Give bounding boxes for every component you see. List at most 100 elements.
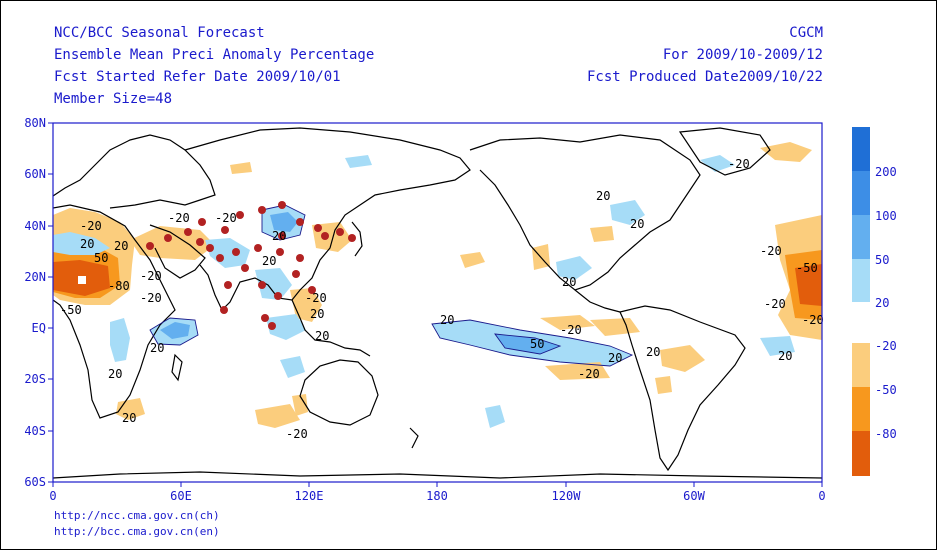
contour-label: -50 [60,303,82,317]
contour-label: 20 [108,367,122,381]
lat-label-20s: 20S [24,372,46,386]
footer-urls: http://ncc.cma.gov.cn(ch) http://bcc.cma… [54,508,220,540]
contour-africa-east [149,317,199,346]
lon-label-120e: 120E [295,489,324,503]
contour-label: 20 [310,307,324,321]
contour-label: 50 [94,251,108,265]
legend-swatch-50 [852,215,870,259]
dry-region-south-pacific [545,362,610,380]
station-dot [261,314,269,322]
station-dot [232,248,240,256]
contour-pacific-50 [494,333,562,355]
lon-label-0: 0 [49,489,56,503]
dry-region-north-pacific [460,252,485,268]
dry-region-south-america-south [655,376,672,394]
contour-label: -20 [215,211,237,225]
legend-label-neg50: -50 [875,383,897,397]
legend-dry-labels: -20 -50 -80 [875,339,897,441]
contour-label: 20 [272,229,286,243]
legend-dry: -20 -50 -80 [852,339,897,476]
legend-swatch-20 [852,259,870,302]
dry-region-middle-east [130,226,215,260]
url-ch[interactable]: http://ncc.cma.gov.cn(ch) [54,509,220,522]
station-dot [278,201,286,209]
legend-swatch-100 [852,171,870,215]
lat-label-40n: 40N [24,219,46,233]
contour-label: 20 [315,329,329,343]
station-dot [254,244,262,252]
contour-label: 50 [530,337,544,351]
coast-south-america [619,305,746,472]
contour-label: 20 [562,275,576,289]
dry-region-south-america [660,345,705,372]
station-dot [296,218,304,226]
station-dot [184,228,192,236]
lon-label-60e: 60E [170,489,192,503]
lat-label-20n: 20N [24,270,46,284]
header-member-size: Member Size=48 [54,91,173,107]
wet-region-africa-central [110,318,130,362]
legend-swatch-neg50 [852,387,870,431]
wet-region-brazil [760,336,795,356]
contour-labels: -20 -20 20 20 50 -80 -50 -20 20 20 20 20… [60,157,824,441]
coast-europe [53,134,216,209]
wet-region-south-pacific [485,405,505,428]
contour-label: -20 [560,323,582,337]
legend-label-neg80: -80 [875,427,897,441]
url-en[interactable]: http://bcc.cma.gov.cn(en) [54,525,220,538]
coast-new-zealand [409,427,419,449]
lon-labels: 0 60E 120E 180 120W 60W 0 [49,489,825,503]
legend-swatch-200 [852,127,870,171]
dry-region-atlantic-core [795,264,822,306]
wet-region-central-asia-core [270,212,298,232]
contour-label: -20 [305,291,327,305]
header-title: NCC/BCC Seasonal Forecast [54,25,265,41]
dry-region-north-america-east [590,226,614,242]
header-right: CGCM For 2009/10-2009/12 Fcst Produced D… [587,22,823,88]
legend-wet-labels: 200 100 50 20 [875,165,897,310]
header-produced-date: Fcst Produced Date2009/10/22 [586,69,823,85]
station-dots [146,201,356,330]
contour-label: 20 [262,254,276,268]
legend-wet: 200 100 50 20 [852,127,897,310]
map-border [52,122,823,483]
legend-swatch-neg80 [852,431,870,476]
contour-label: -20 [80,219,102,233]
lat-label-60s: 60S [24,475,46,489]
lon-ticks [52,482,823,487]
contour-label: 20 [646,345,660,359]
station-dot [308,286,316,294]
wet-region-east-africa-core [160,322,190,339]
station-dot [258,206,266,214]
contour-label: 20 [440,313,454,327]
station-dot [221,226,229,234]
contour-label: 20 [778,349,792,363]
station-dot [236,211,244,219]
lat-label-60n: 60N [24,167,46,181]
station-dot [258,281,266,289]
legend-label-50: 50 [875,253,889,267]
wet-region-tibet [205,238,250,268]
contour-label: -20 [578,367,600,381]
lon-label-120w: 120W [552,489,582,503]
dry-region-australia-west [292,394,308,416]
missing-data-box [78,276,86,284]
station-dot [274,292,282,300]
coast-madagascar [171,353,183,382]
contour-label: -20 [728,157,750,171]
lat-label-40s: 40S [24,424,46,438]
header-model: CGCM [789,25,823,41]
contour-label: -20 [140,269,162,283]
wet-region-africa-west [53,232,110,255]
coast-antarctica [53,471,822,479]
anomaly-shading [53,142,822,428]
contour-label: -50 [796,261,818,275]
coast-greenland [678,127,771,176]
station-dot [296,254,304,262]
station-dot [348,234,356,242]
dry-region-pacific-east [590,318,640,336]
lon-label-60w: 60W [683,489,705,503]
coast-africa [53,204,176,419]
station-dot [146,242,154,250]
